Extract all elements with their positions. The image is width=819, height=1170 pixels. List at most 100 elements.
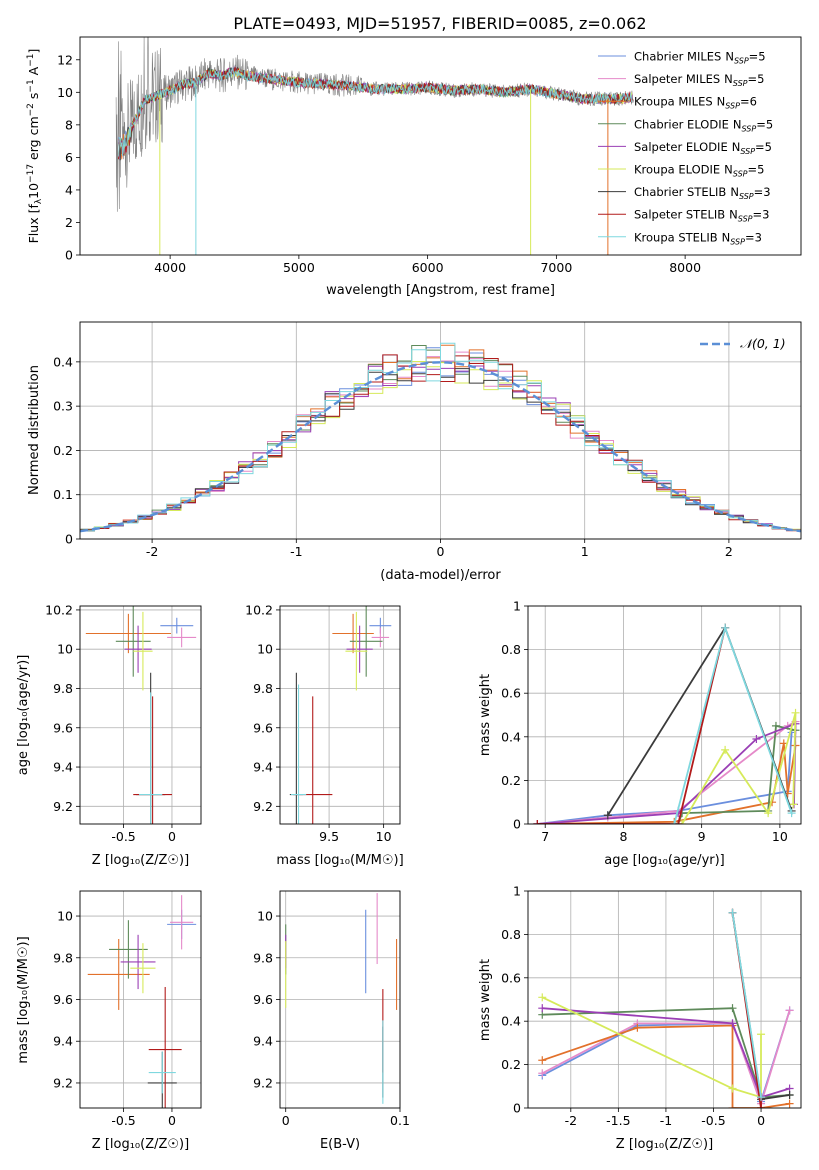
error-bar-point [85, 613, 171, 654]
legend-nssp: 3 [755, 230, 762, 244]
y-tick-label: 10.2 [245, 602, 273, 617]
legend-label: Salpeter MILES NSSP=5 [634, 72, 764, 88]
error-bar-point [120, 934, 156, 990]
weight-marker [674, 820, 683, 824]
y-tick-label: 9.4 [253, 1034, 273, 1049]
weight-marker [728, 1084, 737, 1093]
y-tick-label: 0.2 [53, 443, 73, 458]
error-bar-point [87, 938, 150, 1010]
weight-marker [533, 820, 542, 824]
y-tick-label: 0.2 [501, 773, 521, 788]
y-axis-label-part: s [26, 93, 41, 104]
y-tick-label: 9.8 [253, 681, 273, 696]
weight-marker [728, 1104, 737, 1108]
model-spectrum [118, 67, 633, 157]
x-tick-label: 9 [698, 829, 706, 844]
weight-marker [757, 1030, 766, 1039]
y-tick-label: 9.2 [53, 1075, 73, 1090]
y-tick-label: 0.2 [501, 1057, 521, 1072]
y-tick-label: 10 [57, 642, 73, 657]
plot-area [80, 342, 801, 533]
x-axis-label: Z [log₁₀(Z/Z☉)] [92, 853, 189, 868]
mass-vs-metallicity-panel: -0.5 0 9.2 9.4 9.6 9.8 10 Z [log₁₀(Z/Z☉)] mass [… [16, 890, 202, 1152]
weight-line [537, 732, 793, 824]
x-axis-label: mass [log₁₀(M/M☉)] [276, 853, 403, 868]
legend-entry: Chabrier MILES NSSP=5 [598, 50, 766, 66]
error-bar-point [130, 943, 156, 994]
x-tick-label: 10 [772, 829, 788, 844]
x-tick-label: 0 [437, 544, 445, 559]
x-tick-label: -1 [660, 1113, 672, 1128]
gaussian-curve [80, 361, 801, 533]
y-tick-label: 9.8 [253, 950, 273, 965]
legend-nssp: 5 [758, 50, 765, 64]
error-bar-point [371, 627, 390, 648]
y-tick-label: 9.4 [53, 760, 73, 775]
plot-frame [279, 605, 401, 825]
legend-nssp-label: N [717, 95, 726, 109]
y-axis-label-part: erg cm [26, 116, 41, 164]
y-tick-label: 9.6 [253, 992, 273, 1007]
legend-series: Chabrier STELIB [634, 185, 726, 199]
legend-nssp: 6 [750, 95, 757, 109]
weight-line [541, 996, 762, 1099]
legend-eq: = [747, 163, 757, 177]
weight-line [542, 1024, 790, 1108]
y-tick-label: 10 [57, 909, 73, 924]
x-tick-label: -2 [146, 544, 158, 559]
legend-nssp: 3 [763, 185, 770, 199]
weight-marker [757, 1104, 766, 1108]
age-vs-mass-panel: 9.5 10 9.2 9.4 9.6 9.8 10 10.2 mass [log₁₀(M/M☉)… [245, 602, 404, 868]
weight-marker [785, 1006, 794, 1015]
legend-label: Chabrier ELODIE NSSP=5 [634, 117, 773, 133]
y-tick-label: 8 [65, 117, 73, 132]
y-tick-label: 0.6 [501, 970, 521, 985]
x-axis-label: age [log₁₀(age/yr)] [604, 853, 725, 868]
weight-series [728, 908, 766, 1102]
legend-nssp-sub: SSP [730, 237, 745, 246]
legend-nssp-sub: SSP [725, 102, 740, 111]
y-tick-label: 10 [57, 85, 73, 100]
plot-frame [527, 605, 802, 825]
weight-marker [603, 811, 612, 820]
x-tick-label: 0 [168, 829, 176, 844]
error-bar-point [345, 611, 368, 691]
legend-nssp-label: N [729, 208, 738, 222]
y-tick-label: 0.4 [501, 1014, 521, 1029]
y-tick-label: 0 [513, 817, 521, 832]
legend-label: Chabrier MILES NSSP=5 [634, 50, 766, 66]
x-tick-label: 0.1 [390, 1113, 410, 1128]
legend-nssp: 5 [757, 72, 764, 86]
y-axis-label: mass weight [478, 959, 493, 1041]
legend-series: Salpeter MILES [634, 72, 720, 86]
x-tick-label: 2 [725, 544, 733, 559]
y-axis-label-part: −1 [26, 79, 36, 92]
x-tick-label: 8 [619, 829, 627, 844]
weight-line [542, 1007, 790, 1099]
x-tick-label: 10 [376, 829, 392, 844]
x-tick-label: 1 [581, 544, 589, 559]
y-axis-label-part: A [26, 66, 41, 79]
legend-eq: = [754, 185, 764, 199]
weight-marker [728, 1004, 737, 1013]
residual-histogram-panel: -2 -1 0 1 2 0 0.1 0.2 0.3 0.4 𝒩(0, 1) (data-model)/… [27, 321, 802, 583]
legend-nssp: 3 [762, 208, 769, 222]
legend-eq: = [747, 72, 757, 86]
x-tick-label: 7000 [540, 260, 572, 275]
y-tick-label: 0.6 [501, 686, 521, 701]
y-tick-label: 10.2 [45, 602, 73, 617]
x-tick-label: -2 [565, 1113, 577, 1128]
legend-nssp-sub: SSP [738, 215, 753, 224]
plot-frame [79, 36, 802, 256]
x-tick-label: 6000 [412, 260, 444, 275]
legend-series: Kroupa STELIB [634, 230, 718, 244]
weight-marker [791, 708, 800, 717]
plot-area [87, 895, 197, 1108]
weight-marker [538, 1004, 547, 1013]
y-tick-label: 0.4 [53, 354, 73, 369]
plot-frame [527, 890, 802, 1109]
y-axis-label: mass weight [478, 674, 493, 756]
legend-nssp: 5 [765, 140, 772, 154]
mass-weight-vs-metallicity-panel: -2 -1.5 -1 -0.5 0 0 0.2 0.4 0.6 0.8 1 Z [log₁₀(Z/Z☉… [478, 884, 802, 1152]
x-axis-label: (data-model)/error [380, 568, 501, 583]
